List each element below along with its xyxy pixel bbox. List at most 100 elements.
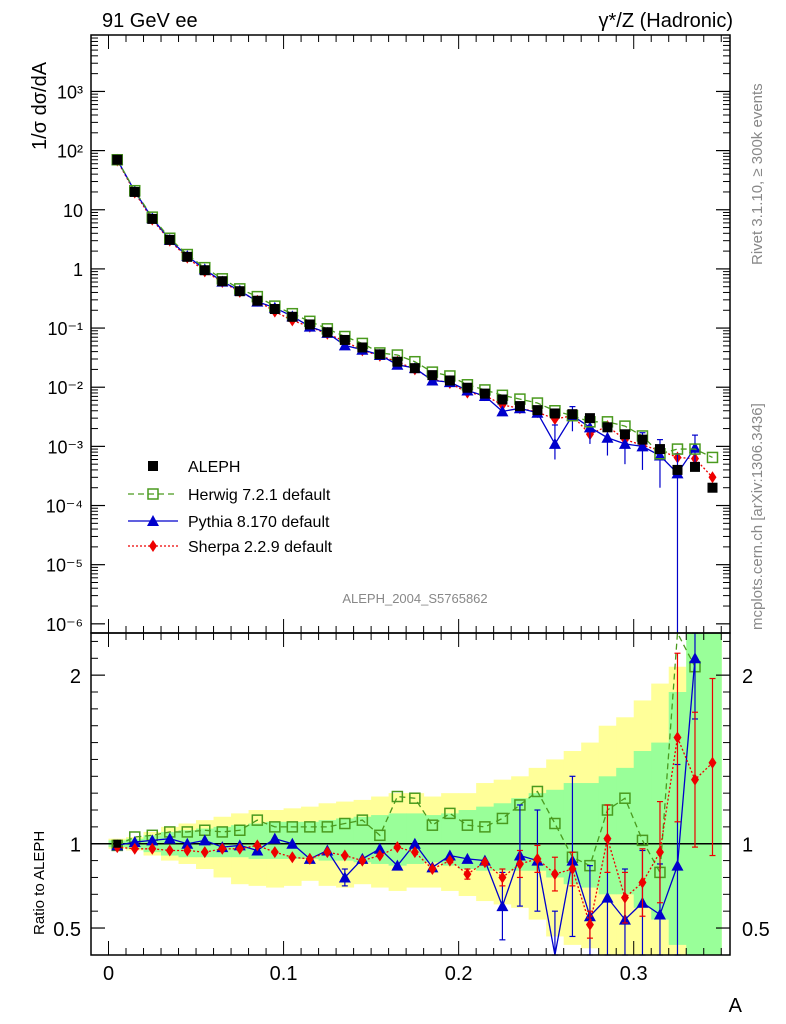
legend-marker-herwig — [147, 488, 159, 500]
ratio-point-herwig — [304, 821, 316, 833]
main-point-aleph — [462, 382, 473, 393]
ratio-point-herwig — [286, 821, 299, 833]
ratio-point-sherpa — [148, 842, 157, 855]
legend-label-aleph: ALEPH — [188, 459, 240, 476]
ratio-point-sherpa — [620, 891, 629, 904]
ratio-point-herwig — [479, 821, 491, 833]
main-ytick-label: 10 — [63, 201, 83, 221]
main-point-aleph — [339, 334, 350, 345]
main-ytick-label: 10⁻⁶ — [46, 615, 83, 635]
ratio-point-sherpa — [323, 846, 332, 859]
main-point-aleph — [479, 388, 490, 399]
main-point-aleph — [427, 370, 438, 381]
main-point-aleph — [584, 413, 595, 424]
ratio-point-pythia — [408, 837, 421, 849]
main-ytick-label: 10⁻⁵ — [46, 556, 83, 576]
xtick-label: 0.1 — [270, 963, 298, 985]
main-point-aleph — [689, 461, 700, 472]
ratio-point-sherpa — [673, 731, 682, 744]
main-ytick-label: 10² — [57, 142, 83, 162]
xtick-label: 0.3 — [620, 963, 648, 985]
ratio-point-sherpa — [480, 856, 489, 869]
main-point-pythia — [653, 449, 666, 461]
main-point-aleph — [409, 363, 420, 374]
main-point-pythia — [636, 440, 649, 452]
main-point-aleph — [182, 251, 193, 262]
main-ytick-label: 1 — [73, 260, 83, 280]
ratio-point-pythia — [181, 837, 194, 849]
header-left: 91 GeV ee — [102, 10, 198, 32]
ratio-point-sherpa — [550, 868, 559, 881]
main-ytick-label: 10³ — [57, 82, 83, 102]
main-line-pythia — [116, 159, 696, 475]
main-point-herwig — [689, 443, 701, 455]
ratio-point-herwig — [339, 817, 351, 830]
watermark: ALEPH_2004_S5765862 — [342, 591, 487, 606]
ratio-point-sherpa — [305, 852, 314, 865]
ratio-point-sherpa — [183, 844, 192, 857]
ratio-ylabel: Ratio to ALEPH — [31, 831, 48, 935]
main-point-aleph — [497, 394, 508, 405]
main-point-aleph — [164, 234, 175, 245]
ratio-point-sherpa — [410, 846, 419, 859]
ratio-point-sherpa — [428, 863, 437, 876]
main-point-aleph — [549, 408, 560, 419]
ratio-point-sherpa — [585, 918, 594, 931]
main-line-herwig — [116, 159, 713, 459]
mc-band-green — [546, 789, 565, 878]
ratio-point-herwig — [181, 826, 194, 838]
ratio-point-sherpa — [463, 868, 472, 881]
ratio-point-sherpa — [655, 846, 664, 859]
main-point-pythia — [688, 441, 701, 453]
ratio-point-sherpa — [445, 854, 454, 867]
main-ytick-label: 10⁻¹ — [47, 319, 83, 339]
ratio-point-herwig — [356, 814, 369, 826]
ratio-point-herwig — [269, 821, 281, 833]
main-point-aleph — [322, 327, 333, 338]
main-point-aleph — [654, 444, 665, 455]
ratio-point-herwig — [461, 819, 474, 831]
main-point-aleph — [637, 434, 648, 445]
ratio-point-herwig — [636, 834, 649, 847]
mc-band-green — [633, 751, 652, 908]
ratio-point-pythia — [653, 908, 666, 920]
main-point-aleph — [357, 342, 368, 353]
main-line-sherpa — [116, 160, 713, 478]
main-point-aleph — [392, 356, 403, 367]
ratio-point-sherpa — [340, 849, 349, 862]
rivet-label: Rivet 3.1.10, ≥ 300k events — [749, 83, 766, 265]
main-ytick-label: 10⁻³ — [47, 437, 83, 457]
ratio-point-pythia — [373, 842, 386, 854]
x-axis-label: A — [729, 995, 743, 1017]
xtick-label: 0 — [103, 963, 114, 985]
ratio-point-pythia — [671, 859, 684, 871]
ratio-point-herwig — [531, 785, 544, 798]
main-point-aleph — [112, 154, 123, 165]
main-point-aleph — [619, 429, 630, 440]
main-ytick-label: 10⁻² — [47, 378, 83, 398]
ratio-point-herwig — [321, 821, 334, 833]
main-point-sherpa — [708, 471, 717, 484]
main-point-pythia — [496, 405, 509, 417]
ratio-point-pythia — [496, 900, 509, 912]
mc-band-green — [441, 813, 460, 866]
ratio-point-sherpa — [690, 773, 699, 786]
main-point-aleph — [304, 319, 315, 330]
legend-marker-aleph — [148, 461, 158, 471]
main-point-aleph — [147, 213, 158, 224]
ratio-point-pythia — [286, 837, 299, 849]
ratio-point-sherpa — [375, 849, 384, 862]
ratio-ytick-label: 2 — [70, 666, 81, 688]
ratio-point-herwig — [549, 817, 561, 830]
main-point-aleph — [672, 464, 683, 475]
main-point-herwig — [706, 451, 719, 464]
main-point-aleph — [129, 186, 140, 197]
ratio-panel-frame — [90, 632, 731, 956]
mc-band-green — [353, 816, 372, 863]
main-ylabel: 1/σ dσ/dA — [29, 61, 51, 150]
mc-band-green — [423, 815, 442, 863]
main-point-pythia — [548, 437, 561, 449]
main-point-pythia — [618, 437, 631, 449]
ratio-point-sherpa — [235, 842, 244, 855]
